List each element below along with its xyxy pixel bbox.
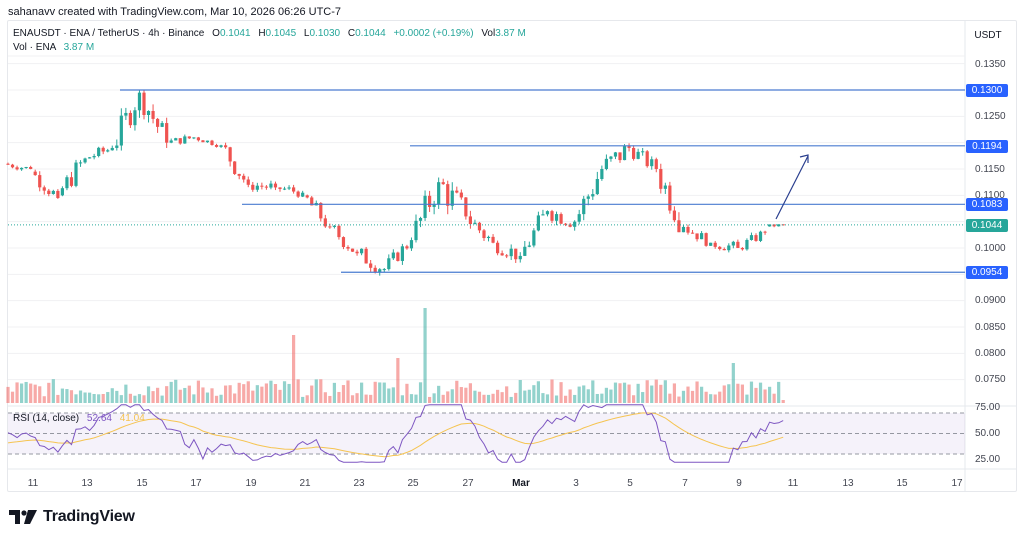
price-tick: 0.1250: [975, 111, 1006, 122]
date-tick: 17: [951, 478, 963, 489]
date-tick: 13: [81, 478, 93, 489]
candlesticks: [6, 90, 785, 276]
currency-label[interactable]: USDT: [974, 30, 1002, 41]
level-tag-0-1300[interactable]: 0.1300: [966, 84, 1008, 97]
date-tick: 25: [407, 478, 419, 489]
level-tag-0-1083[interactable]: 0.1083: [966, 198, 1008, 211]
symbol-title[interactable]: ENAUSDT · ENA / TetherUS · 4h · Binance: [13, 28, 205, 39]
date-tick: 5: [627, 478, 633, 489]
price-tick: 0.1100: [975, 190, 1005, 201]
price-tick: 0.0900: [975, 295, 1006, 306]
low-value: 0.1030: [309, 28, 341, 39]
level-tag-0-0954[interactable]: 0.0954: [966, 266, 1008, 279]
chart-frame: [7, 20, 1017, 492]
date-tick: 13: [842, 478, 854, 489]
tradingview-logo-icon: [9, 510, 37, 524]
rsi-legend: RSI (14, close) 52.64 41.04: [13, 413, 145, 424]
open-value: 0.1041: [219, 28, 251, 39]
symbol-legend: ENAUSDT · ENA / TetherUS · 4h · Binance …: [13, 28, 526, 39]
rsi-tick: 50.00: [975, 428, 1001, 439]
date-tick: 17: [190, 478, 202, 489]
rsi-tick: 25.00: [975, 454, 1001, 465]
projection-arrow-icon: [775, 154, 809, 220]
last-price-tag[interactable]: 0.1044: [966, 219, 1008, 232]
horizontal-levels: [8, 89, 965, 273]
price-tick: 0.1350: [975, 59, 1006, 70]
date-tick: 27: [462, 478, 474, 489]
volume-value: 3.87 M: [495, 28, 526, 39]
date-tick-month: Mar: [512, 478, 530, 489]
level-tag-0-1194[interactable]: 0.1194: [966, 140, 1008, 153]
price-tick: 0.0750: [975, 374, 1006, 385]
close-value: 0.1044: [355, 28, 386, 39]
date-tick: 7: [682, 478, 688, 489]
high-value: 0.1045: [265, 28, 297, 39]
date-tick: 9: [736, 478, 742, 489]
rsi-tick: 75.00: [975, 402, 1001, 413]
rsi-label[interactable]: RSI (14, close): [13, 413, 80, 424]
date-tick: 15: [896, 478, 908, 489]
price-tick: 0.1000: [975, 243, 1006, 254]
volume-bars: [6, 308, 785, 403]
tradingview-logo[interactable]: TradingView: [9, 508, 135, 526]
change-value: +0.0002 (+0.19%): [393, 28, 474, 39]
date-tick: 11: [787, 478, 799, 489]
date-tick: 23: [353, 478, 365, 489]
volume-indicator-label[interactable]: Vol · ENA: [13, 42, 56, 53]
rsi-ma-value: 41.04: [119, 413, 145, 424]
price-tick: 0.1150: [975, 164, 1005, 175]
brand-name: TradingView: [43, 508, 135, 525]
price-tick: 0.0800: [975, 348, 1006, 359]
chart-credit: sahanavv created with TradingView.com, M…: [8, 6, 342, 18]
date-tick: 21: [299, 478, 311, 489]
date-tick: 15: [136, 478, 148, 489]
date-tick: 19: [245, 478, 257, 489]
rsi-lines: [7, 404, 784, 463]
rsi-value: 52.64: [86, 413, 112, 424]
volume-indicator-value: 3.87 M: [63, 42, 95, 53]
volume-legend: Vol · ENA 3.87 M: [13, 42, 94, 53]
price-tick: 0.0850: [975, 322, 1006, 333]
date-tick: 11: [27, 478, 39, 489]
date-tick: 3: [573, 478, 579, 489]
